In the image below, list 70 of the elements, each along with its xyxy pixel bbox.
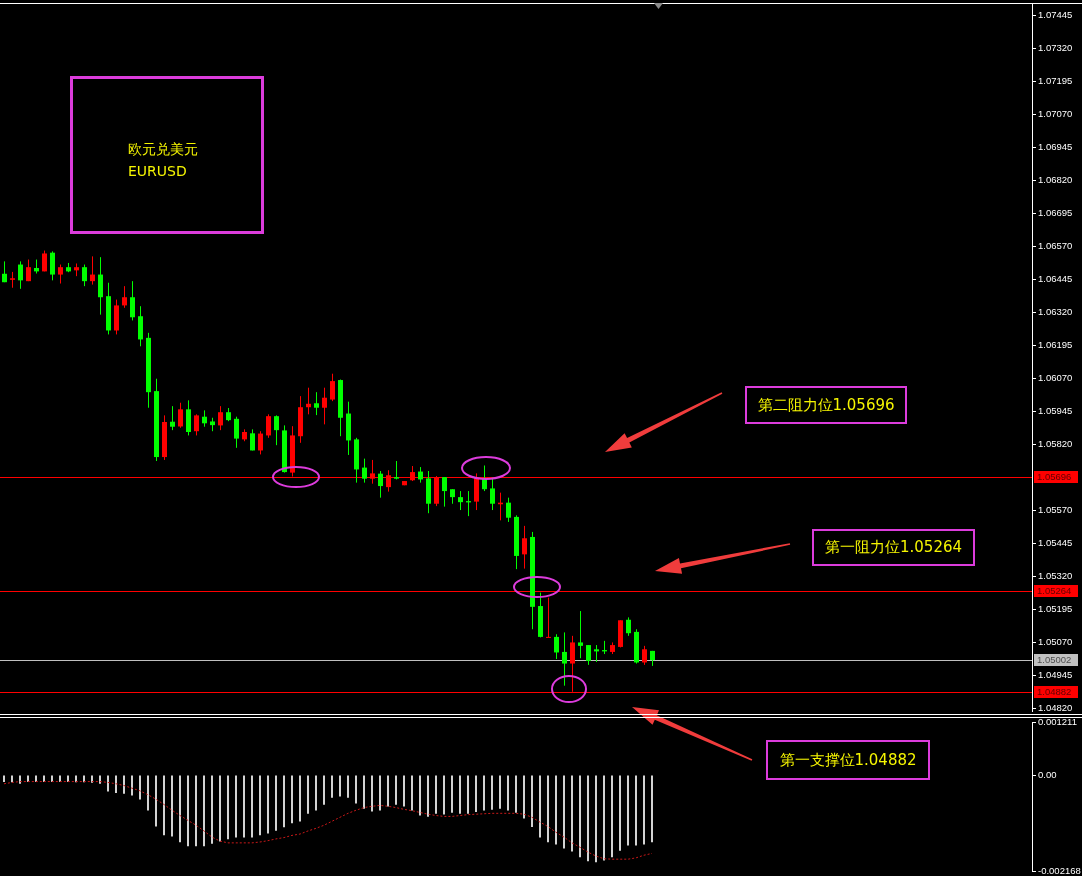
candlestick (138, 305, 143, 347)
y-tick-label: -0.002168 (1038, 864, 1081, 876)
y-tick-label: 1.05570 (1038, 503, 1073, 515)
y-tick-label: 0.00 (1038, 769, 1057, 781)
candlestick (330, 373, 335, 402)
y-tick-label: 0.001211 (1038, 715, 1077, 727)
candlestick (562, 631, 567, 687)
y-tick-label: 1.06070 (1038, 372, 1073, 384)
candlestick (58, 264, 63, 285)
annotation: 第二阻力位1.05696 (757, 395, 895, 414)
candlestick (90, 255, 95, 286)
y-tick-label: 1.07195 (1038, 75, 1073, 87)
y-tick-label: 1.06820 (1038, 174, 1073, 186)
y-tick-label: 1.05945 (1038, 405, 1073, 417)
y-tick-label: 1.04820 (1038, 701, 1073, 713)
candlestick (274, 414, 279, 446)
candlestick (258, 430, 263, 455)
ref-line-label: 1.05696 (1037, 471, 1072, 483)
candlestick (546, 597, 551, 638)
candlestick (50, 250, 55, 281)
y-tick-label: 1.06445 (1038, 273, 1073, 285)
y-tick-label: 1.06570 (1038, 240, 1073, 252)
y-tick-label: 1.06320 (1038, 306, 1073, 318)
annotation: 第一支撑位1.04882 (779, 750, 917, 769)
candlestick (578, 610, 583, 659)
candlestick (474, 472, 479, 511)
candlestick (82, 264, 87, 287)
candlestick (218, 405, 223, 431)
candlestick (170, 405, 175, 431)
candlestick (586, 644, 591, 666)
y-tick-label: 1.06195 (1038, 339, 1073, 351)
candlestick (522, 525, 527, 570)
candlestick (234, 416, 239, 449)
candlestick (362, 458, 367, 484)
candlestick (98, 256, 103, 316)
candlestick (194, 413, 199, 436)
y-tick-label: 1.05445 (1038, 536, 1073, 548)
candlestick (442, 476, 447, 508)
ref-line-label: 1.05264 (1037, 585, 1072, 597)
candlestick (458, 490, 463, 511)
candlestick (554, 633, 559, 660)
candlestick (378, 470, 383, 499)
candlestick (186, 399, 191, 436)
candlestick (266, 413, 271, 439)
y-tick-label: 1.06945 (1038, 141, 1073, 153)
candlestick (626, 616, 631, 637)
candlestick (642, 645, 647, 666)
y-tick-label: 1.07445 (1038, 9, 1073, 21)
annotation: 第一阻力位1.05264 (825, 538, 963, 556)
candlestick (322, 387, 327, 425)
text: EURUSD (128, 163, 187, 179)
candlestick (130, 280, 135, 321)
y-tick-label: 1.07070 (1038, 108, 1073, 120)
text: 欧元兑美元 (128, 141, 198, 157)
candlestick (506, 497, 511, 523)
candlestick (178, 402, 183, 429)
y-tick-label: 1.06695 (1038, 207, 1073, 219)
line-series (3, 781, 653, 860)
candlestick (490, 477, 495, 511)
ref-line-label: 1.05002 (1037, 654, 1072, 666)
y-tick-label: 1.05070 (1038, 635, 1073, 647)
y-tick-label: 1.04945 (1038, 668, 1073, 680)
y-tick-label: 1.05820 (1038, 438, 1073, 450)
y-tick-label: 1.07320 (1038, 42, 1073, 54)
candlestick (122, 285, 127, 309)
ref-line-label: 1.04882 (1037, 686, 1072, 698)
candlestick (18, 260, 23, 290)
y-tick-label: 1.05320 (1038, 569, 1073, 581)
candlestick (314, 391, 319, 416)
y-tick-label: 1.05195 (1038, 602, 1073, 614)
